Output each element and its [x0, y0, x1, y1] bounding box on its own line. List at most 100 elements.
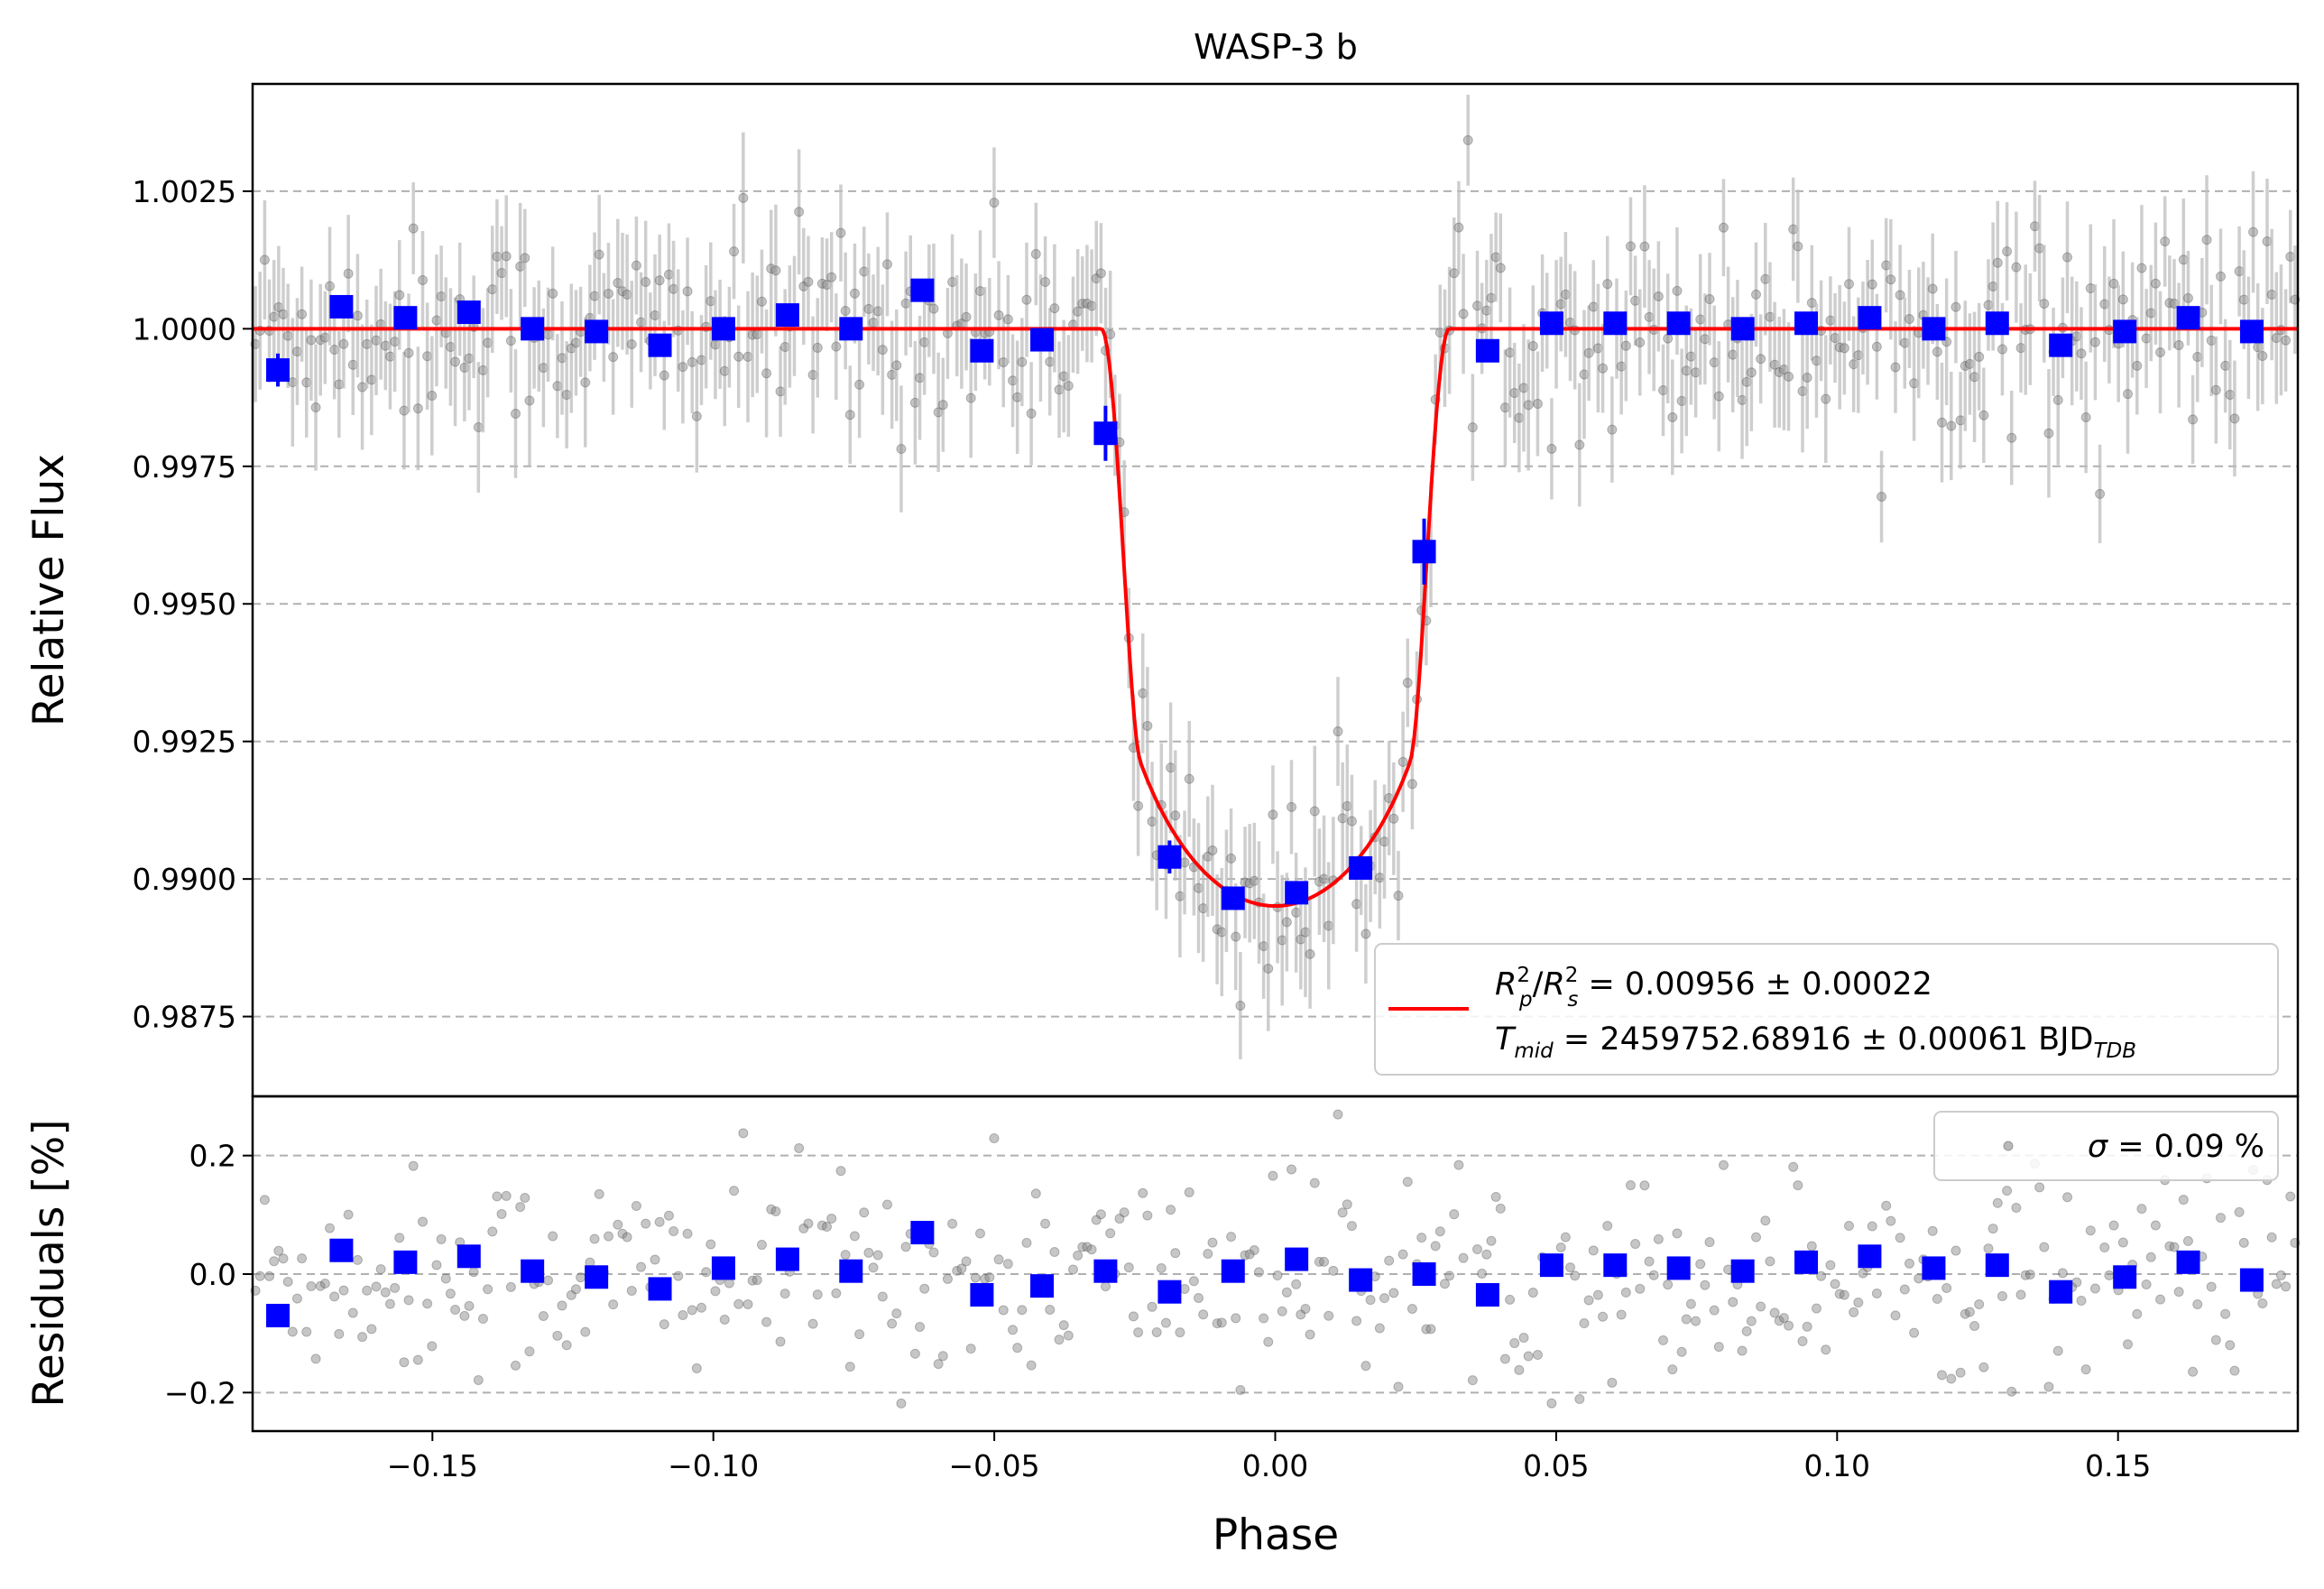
binned-residual-point — [648, 1277, 672, 1301]
raw-residual-point — [631, 1200, 641, 1211]
raw-residual-point — [1560, 1232, 1571, 1243]
binned-residual-point — [910, 1221, 935, 1245]
raw-flux-point — [1281, 917, 1292, 928]
binned-flux-point — [839, 317, 863, 341]
residuals-y-tick-label: 0.2 — [189, 1139, 236, 1174]
raw-residual-point — [863, 1247, 874, 1258]
raw-residual-point — [1008, 1325, 1019, 1335]
raw-residual-point — [557, 1300, 567, 1311]
binned-residual-point — [266, 1303, 290, 1327]
binned-residual-point — [1157, 1280, 1182, 1304]
raw-residual-point — [1658, 1335, 1669, 1345]
raw-residual-point — [1681, 1314, 1692, 1325]
raw-residual-point — [915, 1322, 926, 1333]
raw-residual-point — [1867, 1221, 1877, 1232]
binned-flux-point — [2113, 319, 2137, 344]
raw-flux-point — [259, 254, 270, 265]
raw-residual-point — [1188, 1276, 1199, 1287]
flux-panel: 1.0025 1.0000 0.9975 0.9950 0.9925 0.9900 0.98… — [24, 82, 2301, 1098]
raw-residual-point — [1602, 1221, 1613, 1232]
raw-residual-point — [613, 1219, 623, 1230]
raw-residual-point — [1858, 1268, 1868, 1279]
raw-residual-point — [1203, 1248, 1213, 1259]
legend-tmid-value: 2459752.68916 — [1600, 1021, 1850, 1058]
raw-residual-point — [1793, 1180, 1803, 1191]
raw-residual-point — [961, 1256, 972, 1267]
raw-flux-points — [250, 95, 2301, 1060]
raw-flux-point — [1867, 279, 1877, 290]
binned-flux-points — [266, 278, 2264, 910]
binned-residual-point — [456, 1244, 481, 1269]
raw-residual-point — [1890, 1310, 1901, 1321]
raw-residual-point — [1825, 1260, 1836, 1270]
raw-residual-point — [1012, 1343, 1023, 1353]
raw-residual-point — [669, 1225, 679, 1236]
transit-model-curve — [253, 327, 2298, 908]
raw-residual-point — [445, 1289, 456, 1299]
raw-residual-point — [1272, 1270, 1283, 1281]
raw-residual-point — [696, 1302, 706, 1313]
raw-residual-point — [706, 1239, 716, 1250]
raw-flux-point — [1895, 290, 1905, 300]
raw-flux-point — [1713, 391, 1724, 402]
raw-flux-point — [1105, 329, 1116, 340]
raw-residual-point — [1458, 1252, 1469, 1263]
raw-residual-point — [1406, 1303, 1417, 1314]
binned-residual-point — [775, 1247, 799, 1271]
raw-residual-point — [1416, 1233, 1427, 1243]
raw-residual-point — [408, 1160, 419, 1171]
raw-residual-point — [496, 1208, 507, 1219]
raw-flux-point — [631, 260, 641, 271]
raw-flux-point — [2155, 346, 2166, 357]
raw-residual-point — [1784, 1320, 1794, 1331]
raw-residual-point — [1895, 1233, 1905, 1243]
raw-flux-point — [580, 377, 591, 388]
raw-residual-point — [1639, 1180, 1650, 1191]
chart-title: WASP-3 b — [1194, 27, 1358, 67]
raw-flux-point — [1793, 241, 1803, 252]
raw-residual-point — [1026, 1360, 1037, 1371]
raw-residual-point — [412, 1354, 423, 1365]
raw-flux-point — [738, 192, 749, 203]
raw-flux-point — [844, 410, 855, 420]
raw-residual-point — [1119, 1207, 1130, 1218]
legend-depth-text: R2 p/R2 s = 0.00956 ± 0.00022 — [1495, 964, 1932, 1012]
raw-residual-point — [1834, 1289, 1845, 1299]
binned-flux-point — [648, 333, 672, 357]
raw-residual-point — [2006, 1386, 2017, 1397]
binned-residual-point — [2239, 1268, 2264, 1292]
raw-flux-point — [1653, 291, 1664, 301]
raw-residual-point — [1579, 1318, 1590, 1329]
binned-flux-point — [1858, 306, 1882, 330]
raw-residual-point — [1751, 1232, 1762, 1243]
raw-flux-point — [1453, 222, 1464, 233]
raw-flux-point — [2248, 226, 2259, 237]
raw-flux-point — [729, 246, 740, 257]
raw-residual-point — [1811, 1303, 1821, 1314]
residuals-y-axis-label: Residuals [%] — [24, 1119, 74, 1407]
raw-flux-point — [1402, 678, 1413, 688]
raw-residual-point — [2002, 1186, 2013, 1196]
raw-residual-point — [259, 1195, 270, 1206]
raw-residual-point — [2132, 1308, 2143, 1319]
raw-residual-point — [993, 1254, 1004, 1265]
raw-residual-point — [1305, 1329, 1315, 1340]
binned-flux-point — [1349, 855, 1373, 880]
raw-flux-point — [418, 274, 429, 285]
raw-residual-point — [1546, 1398, 1557, 1409]
raw-residual-point — [812, 1289, 823, 1300]
raw-residual-point — [1691, 1316, 1702, 1326]
raw-residual-point — [548, 1231, 558, 1242]
raw-residual-point — [1620, 1287, 1631, 1298]
residuals-y-tick-label: −0.2 — [164, 1375, 236, 1410]
raw-residual-point — [998, 1305, 1009, 1316]
raw-residual-point — [1388, 1288, 1399, 1298]
raw-residual-point — [1509, 1338, 1520, 1349]
binned-residual-point — [1666, 1256, 1691, 1280]
raw-flux-point — [1495, 263, 1506, 273]
raw-residual-point — [2266, 1232, 2277, 1243]
raw-flux-point — [2210, 384, 2221, 395]
raw-residual-point — [450, 1305, 461, 1316]
raw-flux-point — [1598, 363, 1609, 374]
